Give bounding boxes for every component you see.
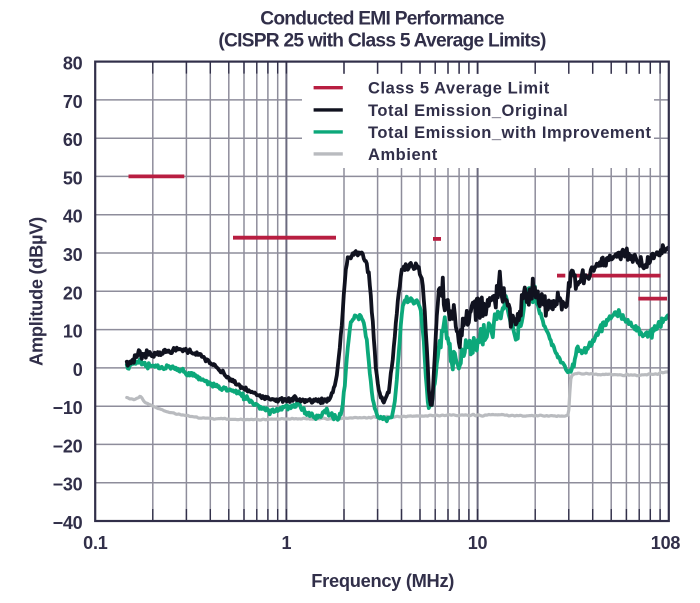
svg-text:Ambient: Ambient [368,146,438,164]
svg-text:108: 108 [651,533,681,553]
svg-text:10: 10 [468,533,488,553]
svg-text:50: 50 [63,168,83,188]
svg-text:Amplitude (dBµV): Amplitude (dBµV) [26,217,47,366]
svg-text:10: 10 [63,322,83,342]
svg-text:Total Emission_Original: Total Emission_Original [368,102,568,120]
svg-text:20: 20 [63,283,83,303]
svg-text:Conducted EMI Performance: Conducted EMI Performance [260,9,505,30]
svg-text:−20: −20 [53,436,83,456]
svg-text:Total Emission_with Improvemen: Total Emission_with Improvement [368,124,652,142]
svg-text:40: 40 [63,207,83,227]
svg-text:30: 30 [63,245,83,265]
svg-text:1: 1 [281,533,291,553]
svg-text:80: 80 [63,54,83,74]
svg-text:Frequency (MHz): Frequency (MHz) [311,570,454,591]
svg-text:Class 5 Average Limit: Class 5 Average Limit [368,80,550,98]
svg-text:60: 60 [63,130,83,150]
svg-text:−40: −40 [53,513,83,533]
svg-text:(CISPR 25 with Class 5 Average: (CISPR 25 with Class 5 Average Limits) [218,31,546,52]
svg-text:0: 0 [73,360,83,380]
svg-text:70: 70 [63,92,83,112]
svg-text:0.1: 0.1 [83,533,108,553]
svg-text:−30: −30 [53,475,83,495]
svg-text:−10: −10 [53,398,83,418]
